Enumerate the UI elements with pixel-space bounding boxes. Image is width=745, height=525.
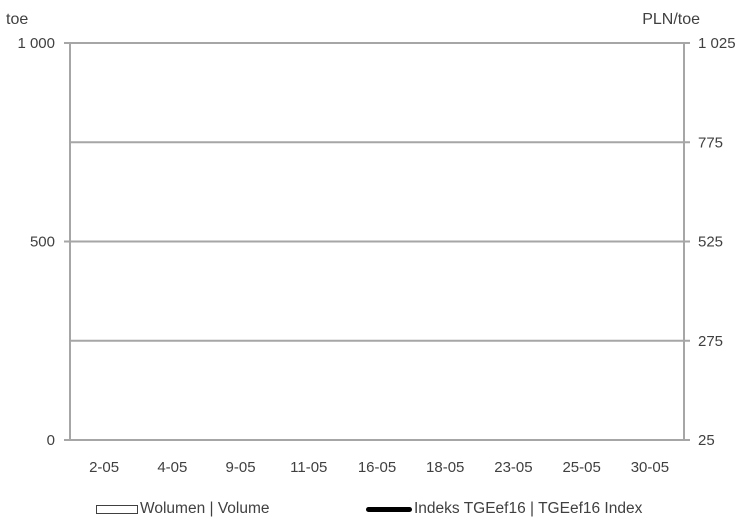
x-tick-label: 16-05 xyxy=(358,459,396,476)
legend-label-index: Indeks TGEef16 | TGEef16 Index xyxy=(414,500,643,517)
legend: Wolumen | Volume Indeks TGEef16 | TGEef1… xyxy=(0,500,745,525)
legend-swatch-index xyxy=(366,506,412,512)
x-tick-label: 11-05 xyxy=(290,459,327,476)
x-tick-label: 23-05 xyxy=(494,459,532,476)
right-axis-unit: PLN/toe xyxy=(642,11,700,28)
left-tick-label: 500 xyxy=(30,234,55,251)
x-tick-label: 9-05 xyxy=(226,459,256,476)
x-tick-label: 30-05 xyxy=(631,459,669,476)
right-tick-label: 525 xyxy=(698,234,723,251)
right-tick-label: 25 xyxy=(698,432,715,449)
right-tick-label: 275 xyxy=(698,333,723,350)
x-axis-ticks: 2-05 4-05 9-05 11-05 16-05 18-05 23-05 25-05 30-… xyxy=(89,459,669,476)
x-tick-label: 18-05 xyxy=(426,459,464,476)
x-tick-label: 2-05 xyxy=(89,459,119,476)
right-tick-label: 775 xyxy=(698,134,723,151)
right-axis-ticks: 1 025 775 525 275 25 xyxy=(684,35,736,449)
legend-item-index: Indeks TGEef16 | TGEef16 Index xyxy=(366,500,642,518)
left-axis-ticks: 1 000 500 0 xyxy=(17,35,70,449)
x-tick-label: 25-05 xyxy=(562,459,600,476)
right-tick-label: 1 025 xyxy=(698,35,736,52)
left-tick-label: 0 xyxy=(47,432,55,449)
legend-swatch-volume xyxy=(96,504,138,514)
legend-label-volume: Wolumen | Volume xyxy=(140,500,270,517)
left-axis-unit: toe xyxy=(6,11,28,28)
x-tick-label: 4-05 xyxy=(157,459,187,476)
left-tick-label: 1 000 xyxy=(17,35,55,52)
gridlines xyxy=(70,42,684,441)
legend-item-volume: Wolumen | Volume xyxy=(96,500,270,518)
